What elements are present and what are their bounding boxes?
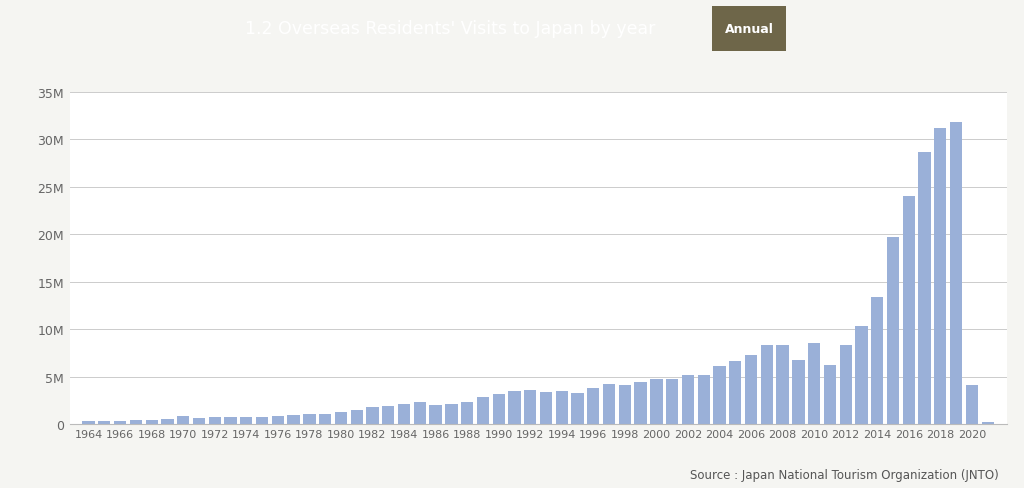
- Bar: [840, 345, 852, 425]
- Bar: [587, 388, 599, 425]
- Bar: [618, 386, 631, 425]
- Bar: [350, 410, 362, 425]
- Bar: [650, 380, 663, 425]
- Bar: [729, 361, 741, 425]
- Bar: [808, 343, 820, 425]
- Bar: [130, 421, 142, 425]
- Bar: [666, 379, 678, 425]
- Bar: [98, 421, 111, 425]
- Bar: [161, 420, 174, 425]
- Bar: [902, 197, 915, 425]
- Bar: [682, 375, 694, 425]
- Bar: [887, 238, 899, 425]
- Bar: [303, 415, 315, 425]
- Bar: [429, 405, 441, 425]
- Bar: [823, 366, 836, 425]
- Bar: [776, 346, 788, 425]
- Bar: [697, 375, 710, 425]
- Bar: [461, 402, 473, 425]
- FancyBboxPatch shape: [712, 7, 786, 52]
- Bar: [445, 405, 458, 425]
- Bar: [556, 392, 568, 425]
- Bar: [982, 422, 994, 425]
- Bar: [319, 414, 332, 425]
- Bar: [271, 416, 284, 425]
- Bar: [919, 153, 931, 425]
- Bar: [145, 420, 158, 425]
- Bar: [508, 391, 520, 425]
- Bar: [855, 326, 867, 425]
- Text: Source : Japan National Tourism Organization (JNTO): Source : Japan National Tourism Organiza…: [689, 468, 998, 481]
- Bar: [603, 385, 615, 425]
- Bar: [382, 406, 394, 425]
- Bar: [793, 360, 805, 425]
- Bar: [288, 415, 300, 425]
- Bar: [635, 383, 647, 425]
- Bar: [524, 390, 537, 425]
- Text: Annual: Annual: [725, 23, 773, 36]
- Bar: [761, 346, 773, 425]
- Bar: [335, 412, 347, 425]
- Bar: [744, 355, 757, 425]
- Bar: [209, 417, 221, 425]
- Bar: [493, 394, 505, 425]
- Bar: [224, 417, 237, 425]
- Bar: [871, 297, 884, 425]
- Bar: [256, 417, 268, 425]
- Bar: [241, 417, 253, 425]
- Bar: [477, 398, 489, 425]
- Bar: [414, 403, 426, 425]
- Bar: [934, 129, 946, 425]
- Bar: [177, 416, 189, 425]
- Text: 1.2 Overseas Residents' Visits to Japan by year: 1.2 Overseas Residents' Visits to Japan …: [246, 20, 655, 38]
- Bar: [398, 404, 411, 425]
- Bar: [950, 122, 963, 425]
- Bar: [571, 393, 584, 425]
- Bar: [966, 386, 978, 425]
- Bar: [114, 421, 126, 425]
- Bar: [540, 392, 552, 425]
- Bar: [82, 421, 94, 425]
- Bar: [193, 418, 205, 425]
- Bar: [714, 366, 726, 425]
- Bar: [367, 407, 379, 425]
